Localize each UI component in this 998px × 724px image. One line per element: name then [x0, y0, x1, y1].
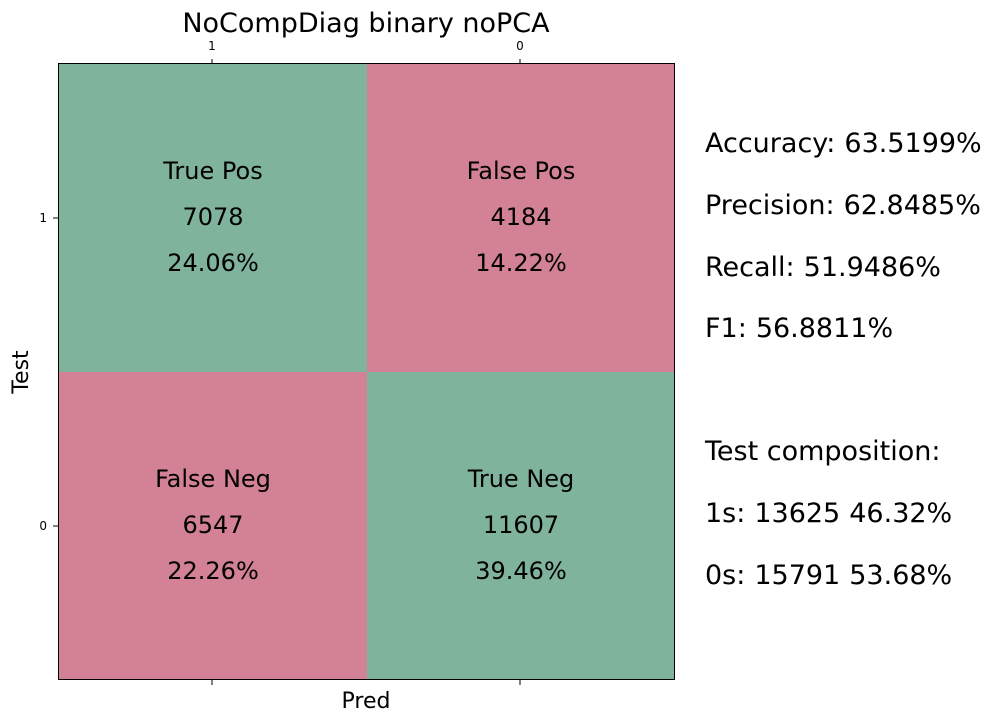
cell-percent: 22.26% — [167, 557, 259, 585]
zeros-label: 0s: — [705, 560, 746, 591]
recall-label: Recall: — [705, 252, 795, 283]
y-tick-label-0: 0 — [39, 519, 47, 533]
chart-title: NoCompDiag binary noPCA — [182, 8, 550, 39]
cell-label: True Neg — [467, 465, 575, 493]
zeros-percent: 53.68% — [849, 560, 953, 591]
accuracy-value: 63.5199% — [844, 128, 982, 159]
composition-title: Test composition: — [705, 436, 941, 467]
matrix-cell — [367, 372, 675, 680]
cell-percent: 14.22% — [475, 249, 567, 277]
accuracy-label: Accuracy: — [705, 128, 836, 159]
precision-label: Precision: — [705, 190, 835, 221]
cell-count: 4184 — [490, 203, 551, 231]
ones-percent: 46.32% — [849, 498, 953, 529]
cell-label: False Neg — [155, 465, 271, 493]
cell-percent: 24.06% — [167, 249, 259, 277]
plot-frame — [58, 63, 675, 680]
f1-value: 56.8811% — [755, 313, 894, 344]
recall-value: 51.9486% — [803, 252, 941, 283]
cell-label: True Pos — [162, 157, 262, 185]
cell-count: 6547 — [182, 511, 243, 539]
matrix-cell — [367, 64, 675, 372]
ones-label: 1s: — [705, 498, 746, 529]
x-tick-label-0: 0 — [516, 39, 524, 53]
matrix-cells: True Pos 7078 24.06% False Pos 4184 14.22% Fal… — [59, 64, 675, 680]
composition-zeros-line: 0s: 15791 53.68% — [705, 560, 952, 591]
cell-count: 7078 — [182, 203, 243, 231]
cell-percent: 39.46% — [475, 557, 567, 585]
ones-count: 13625 — [754, 498, 841, 529]
y-tick-label-1: 1 — [39, 211, 47, 225]
matrix-cell — [59, 64, 367, 372]
f1-line: F1: 56.8811% — [705, 313, 893, 344]
cell-count: 11607 — [483, 511, 559, 539]
recall-line: Recall: 51.9486% — [705, 252, 941, 283]
composition-ones-line: 1s: 13625 46.32% — [705, 498, 952, 529]
x-tick-label-1: 1 — [208, 39, 216, 53]
precision-value: 62.8485% — [843, 190, 981, 221]
accuracy-line: Accuracy: 63.5199% — [705, 128, 982, 159]
precision-line: Precision: 62.8485% — [705, 190, 981, 221]
x-axis-label: Pred — [342, 689, 391, 714]
matrix-cell — [59, 372, 367, 680]
f1-label: F1: — [705, 313, 747, 344]
y-axis-label: Test — [9, 350, 34, 395]
cell-label: False Pos — [467, 157, 576, 185]
zeros-count: 15791 — [754, 560, 841, 591]
